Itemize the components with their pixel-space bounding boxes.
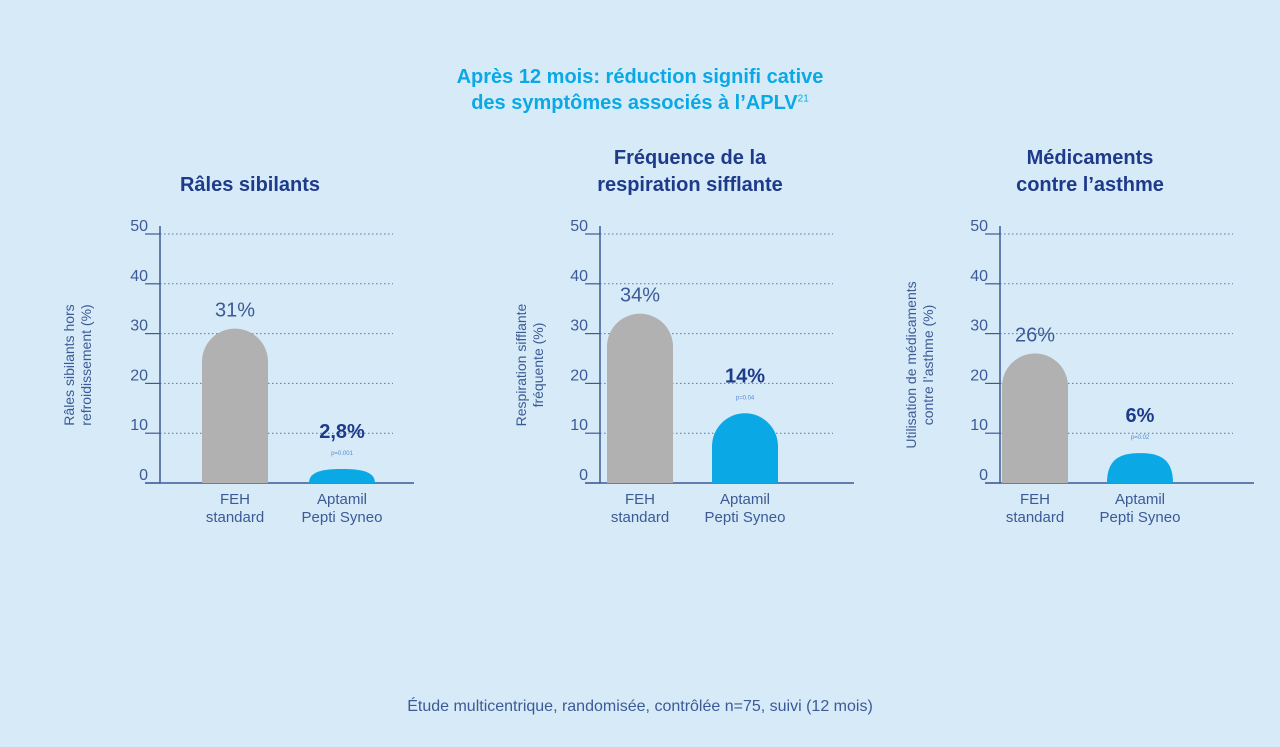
chart-panel-respiration-sifflante: Fréquence de la respiration sifflante Resp… <box>480 0 900 560</box>
chart-panel-medicaments-asthme: Médicaments contre l’asthme Utilisation de… <box>880 0 1280 560</box>
y-tick-label: 0 <box>139 467 148 484</box>
bar-feh-standard <box>607 313 673 483</box>
y-tick-label: 0 <box>979 467 988 484</box>
bar-value-label: 31% <box>215 300 255 322</box>
bar-value-label: 34% <box>620 285 660 307</box>
bar-feh-standard <box>202 328 268 483</box>
chart-title-line: respiration sifflante <box>597 174 783 196</box>
y-tick-label: 40 <box>970 268 988 285</box>
y-tick-label: 40 <box>570 268 588 285</box>
x-category-label: Aptamil <box>317 491 367 508</box>
x-category-label: FEH <box>1020 491 1050 508</box>
bar-aptamil-pepti-syneo <box>309 469 375 483</box>
x-category-label: Pepti Syneo <box>1100 509 1181 526</box>
bar-feh-standard <box>1002 353 1068 483</box>
y-tick-label: 20 <box>130 367 148 384</box>
main-title-line-2-text: des symptômes associés à l’APLV <box>471 92 798 114</box>
y-tick-label: 30 <box>570 318 588 335</box>
chart-title-line: Médicaments <box>1026 147 1154 169</box>
chart-title-line: Fréquence de la <box>613 147 767 169</box>
x-category-label: standard <box>206 509 264 526</box>
bar-value-label: 14% <box>725 365 765 387</box>
y-tick-label: 20 <box>970 367 988 384</box>
bar-aptamil-pepti-syneo <box>712 413 778 483</box>
chart-title: Râles sibilants <box>40 172 460 199</box>
y-tick-label: 50 <box>570 218 588 235</box>
x-category-label: Aptamil <box>1115 491 1165 508</box>
y-tick-label: 10 <box>130 417 148 434</box>
study-footnote: Étude multicentrique, randomisée, contrô… <box>407 698 873 715</box>
x-category-label: Pepti Syneo <box>705 509 786 526</box>
chart-title: Médicaments contre l’asthme <box>880 145 1280 199</box>
y-tick-label: 0 <box>579 467 588 484</box>
bar-value-label: 6% <box>1126 405 1155 427</box>
x-category-label: standard <box>1006 509 1064 526</box>
main-title-line-1: Après 12 mois: réduction signifi cative <box>456 66 824 88</box>
y-tick-label: 40 <box>130 268 148 285</box>
main-title: Après 12 mois: réduction signifi cative … <box>0 64 1280 116</box>
chart-title: Fréquence de la respiration sifflante <box>480 145 900 199</box>
y-tick-label: 50 <box>130 218 148 235</box>
p-value-label: p=0.001 <box>331 451 354 457</box>
p-value-label: p=0.02 <box>1131 435 1150 441</box>
x-category-label: Aptamil <box>720 491 770 508</box>
x-category-label: FEH <box>220 491 250 508</box>
chart-title-line: contre l’asthme <box>1016 174 1164 196</box>
y-tick-label: 20 <box>570 367 588 384</box>
chart-panel-rales-sibilants: Râles sibilants Râles sibilants hors refro… <box>40 0 460 560</box>
main-title-line-2: des symptômes associés à l’APLV21 <box>0 90 1280 116</box>
bar-value-label: 2,8% <box>319 421 365 443</box>
reference-superscript: 21 <box>797 93 809 105</box>
y-tick-label: 30 <box>130 318 148 335</box>
x-category-label: standard <box>611 509 669 526</box>
bar-aptamil-pepti-syneo <box>1107 453 1173 483</box>
x-category-label: FEH <box>625 491 655 508</box>
x-category-label: Pepti Syneo <box>302 509 383 526</box>
p-value-label: p=0.04 <box>736 395 755 401</box>
y-tick-label: 30 <box>970 318 988 335</box>
y-tick-label: 10 <box>570 417 588 434</box>
y-tick-label: 50 <box>970 218 988 235</box>
chart-title-line: Râles sibilants <box>179 174 321 196</box>
y-tick-label: 10 <box>970 417 988 434</box>
bar-value-label: 26% <box>1015 325 1055 347</box>
